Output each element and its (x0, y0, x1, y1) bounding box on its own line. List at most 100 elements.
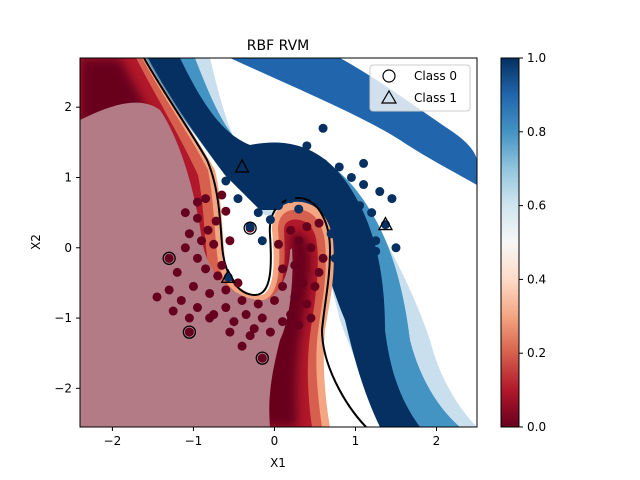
data-point-class-0 (314, 218, 324, 228)
data-point-class-1 (326, 229, 336, 239)
legend-class-0-label: Class 0 (414, 69, 457, 83)
data-point-class-0 (225, 236, 235, 246)
relevance-vector-class-1 (234, 158, 250, 173)
y-tick-label: 0 (64, 241, 72, 255)
data-point-class-1 (274, 180, 283, 190)
data-point-class-0 (192, 213, 202, 223)
data-point-class-0 (203, 225, 213, 235)
data-point-class-0 (201, 194, 211, 204)
data-point-class-0 (257, 353, 267, 363)
data-point-class-0 (245, 331, 255, 341)
relevance-vector-class-0 (255, 351, 269, 365)
data-point-class-1 (342, 190, 352, 200)
data-point-class-0 (241, 310, 251, 320)
data-point-class-0 (205, 288, 215, 298)
colorbar-tick-label: 0.4 (527, 272, 546, 286)
data-point-class-0 (318, 253, 328, 263)
data-point-class-1 (253, 158, 263, 168)
relevance-vector-class-1 (377, 216, 394, 231)
points-class-0 (152, 190, 328, 363)
data-point-class-0 (213, 271, 223, 281)
data-point-class-1 (274, 201, 283, 211)
legend-class-0-marker (382, 69, 396, 83)
data-point-class-0 (306, 313, 316, 323)
data-point-class-1 (261, 190, 271, 200)
relevance-vector-class-0 (162, 251, 176, 265)
data-point-class-0 (302, 222, 312, 232)
data-point-class-1 (298, 183, 308, 193)
data-point-class-1 (375, 187, 385, 197)
plot-area (80, 58, 477, 427)
colorbar-ticks: 0.0 0.2 0.4 0.6 0.8 1.0 (519, 51, 546, 434)
data-point-class-0 (221, 303, 231, 313)
data-point-class-0 (225, 327, 235, 337)
data-point-class-0 (286, 225, 296, 235)
data-point-class-1 (318, 158, 328, 168)
data-point-class-1 (269, 151, 279, 161)
data-point-class-0 (184, 313, 194, 323)
data-point-class-0 (205, 313, 215, 323)
data-point-class-1 (310, 194, 320, 204)
data-point-class-1 (330, 253, 340, 263)
data-point-class-0 (294, 236, 304, 246)
colorbar-tick-label: 0.8 (527, 125, 546, 139)
data-point-class-1 (342, 236, 352, 246)
data-point-class-1 (334, 162, 344, 172)
data-point-class-1 (306, 172, 316, 182)
data-point-class-0 (237, 341, 247, 351)
data-point-class-0 (298, 278, 308, 288)
data-point-class-1 (359, 253, 369, 263)
y-tick-label: −2 (54, 381, 72, 395)
data-point-class-0 (229, 317, 239, 327)
data-point-class-0 (192, 253, 202, 263)
data-point-class-1 (241, 172, 251, 182)
data-point-class-0 (221, 285, 231, 295)
relevance-vectors-class-0 (162, 221, 269, 365)
data-point-class-0 (197, 236, 207, 246)
data-point-class-1 (253, 208, 263, 218)
data-point-class-0 (257, 313, 267, 323)
data-point-class-1 (346, 264, 356, 274)
data-point-class-1 (302, 141, 312, 151)
data-point-class-1 (245, 222, 255, 232)
data-point-class-0 (290, 260, 300, 270)
relevance-vector-class-1 (220, 268, 236, 283)
data-point-class-1 (265, 165, 275, 175)
data-point-class-1 (387, 194, 397, 204)
data-point-class-1 (294, 155, 304, 165)
legend: Class 0 Class 1 (369, 64, 471, 112)
data-point-class-0 (310, 281, 320, 291)
data-point-class-0 (294, 320, 304, 330)
decision-boundary-outer (143, 58, 367, 427)
data-point-class-0 (314, 267, 324, 277)
data-point-class-1 (346, 172, 356, 182)
data-point-class-1 (233, 194, 243, 204)
relevance-vector-class-0 (182, 325, 197, 339)
chart-title: RBF RVM (247, 38, 309, 54)
data-point-class-0 (269, 295, 279, 305)
data-point-class-0 (286, 310, 296, 320)
data-point-class-0 (184, 327, 194, 337)
points-class-1 (221, 123, 401, 282)
data-point-class-0 (180, 243, 190, 253)
x-tick-label: 1 (352, 434, 360, 448)
data-point-class-0 (237, 295, 247, 305)
legend-class-1-label: Class 1 (414, 91, 457, 105)
data-point-class-0 (253, 299, 263, 309)
x-axis-label: X1 (270, 456, 286, 470)
data-point-class-1 (330, 183, 340, 193)
data-point-class-0 (168, 306, 178, 316)
data-point-class-0 (172, 267, 182, 277)
decision-boundary (143, 58, 367, 427)
y-tick-label: −1 (54, 311, 72, 325)
data-point-class-1 (322, 204, 332, 214)
x-axis-ticks: −2 −1 0 1 2 (104, 427, 440, 448)
data-point-class-1 (371, 236, 381, 246)
data-point-class-0 (217, 190, 227, 200)
data-point-class-0 (211, 216, 221, 226)
x-tick-label: 0 (271, 434, 279, 448)
data-point-class-0 (192, 303, 202, 313)
data-point-class-0 (184, 229, 194, 239)
data-point-class-0 (265, 327, 275, 337)
data-point-class-0 (290, 292, 300, 302)
